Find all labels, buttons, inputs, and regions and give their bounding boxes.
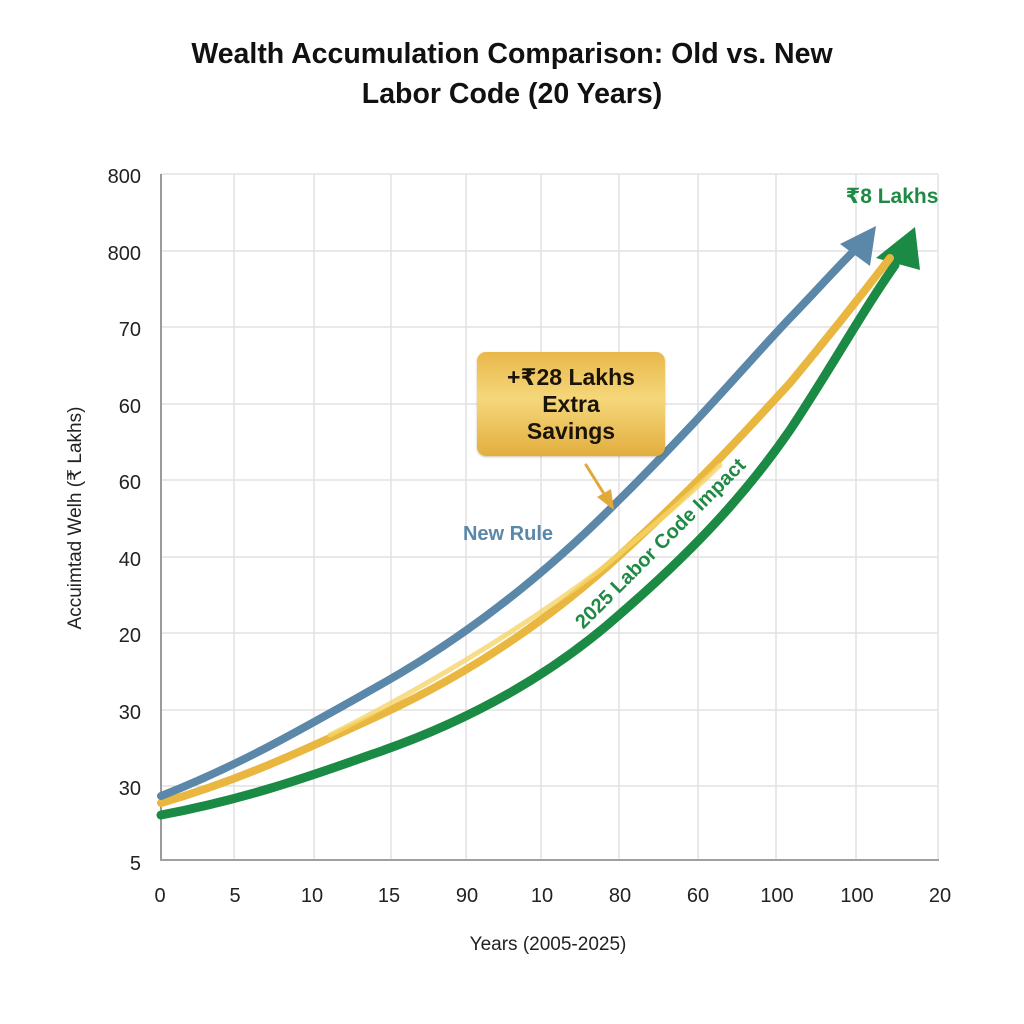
y-tick-label: 60 (119, 472, 141, 494)
labor-code-label: 2025 Labor Code Impact (571, 454, 750, 633)
vertical-gridlines (233, 174, 939, 860)
y-axis-label: Accuimtad Welh (₹ Lakhs) (65, 407, 86, 630)
x-tick-label: 20 (929, 885, 951, 907)
y-tick-label: 20 (119, 625, 141, 647)
callout-line-2: Extra (542, 390, 600, 417)
y-tick-label: 60 (119, 396, 141, 418)
y-tick-label: 30 (119, 778, 141, 800)
new-rule-label: New Rule (463, 523, 553, 545)
chart-title-line-1: Wealth Accumulation Comparison: Old vs. … (191, 38, 833, 70)
x-tick-label: 10 (531, 885, 553, 907)
top-value-label: ₹8 Lakhs (846, 185, 939, 208)
x-tick-label: 100 (840, 885, 873, 907)
x-tick-label: 60 (687, 885, 709, 907)
x-tick-label: 100 (760, 885, 793, 907)
callout-pointer-arrow-icon (584, 463, 614, 510)
series-new-rule (157, 226, 876, 800)
callout-line-3: Savings (526, 417, 616, 444)
x-tick-label: 90 (456, 885, 478, 907)
y-tick-label: 800 (108, 243, 141, 265)
extra-savings-callout: +₹28 Lakhs Extra Savings (477, 352, 665, 456)
x-tick-label: 5 (229, 885, 240, 907)
series-gold (157, 254, 894, 807)
y-tick-labels: 800 800 70 60 60 40 20 30 30 5 (108, 166, 141, 875)
y-tick-label: 5 (130, 853, 141, 875)
x-tick-label: 15 (378, 885, 400, 907)
x-tick-labels: 0 5 10 15 90 10 80 60 100 100 20 (154, 885, 951, 907)
new-rule-arrowhead-icon (840, 226, 876, 266)
horizontal-gridlines (161, 173, 938, 787)
chart-title-line-2: Labor Code (20 Years) (361, 78, 663, 110)
y-tick-label: 800 (108, 166, 141, 188)
x-tick-label: 80 (609, 885, 631, 907)
x-tick-label: 0 (154, 885, 165, 907)
y-tick-label: 40 (119, 549, 141, 571)
y-tick-label: 70 (119, 319, 141, 341)
x-tick-label: 10 (301, 885, 323, 907)
callout-line-1: +₹28 Lakhs (507, 363, 635, 390)
x-axis-label: Years (2005-2025) (470, 934, 627, 955)
y-tick-label: 30 (119, 702, 141, 724)
chart-title: Wealth Accumulation Comparison: Old vs. … (0, 34, 1024, 114)
